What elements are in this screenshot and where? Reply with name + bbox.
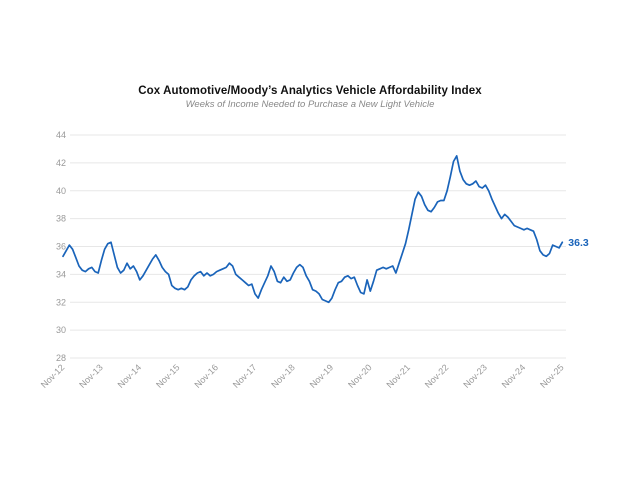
x-tick-Nov-21: Nov-21	[384, 362, 412, 390]
x-tick-Nov-22: Nov-22	[423, 362, 451, 390]
y-tick-40: 40	[56, 186, 66, 196]
x-tick-Nov-12: Nov-12	[39, 362, 67, 390]
x-axis-tick-labels: Nov-12 Nov-13 Nov-14 Nov-15 Nov-16 Nov-17 Nov-…	[39, 362, 566, 390]
x-tick-Nov-23: Nov-23	[461, 362, 489, 390]
x-tick-Nov-18: Nov-18	[269, 362, 297, 390]
chart-subtitle: Weeks of Income Needed to Purchase a New…	[185, 99, 435, 110]
horizontal-gridlines	[70, 134, 566, 359]
y-tick-42: 42	[56, 158, 66, 168]
x-tick-Nov-24: Nov-24	[500, 362, 528, 390]
x-tick-Nov-19: Nov-19	[308, 362, 336, 390]
x-tick-Nov-17: Nov-17	[231, 362, 259, 390]
y-tick-36: 36	[56, 242, 66, 252]
y-tick-28: 28	[56, 353, 66, 363]
y-tick-32: 32	[56, 297, 66, 307]
y-tick-44: 44	[56, 130, 66, 140]
chart-title: Cox Automotive/Moody’s Analytics Vehicle…	[138, 85, 482, 97]
y-tick-38: 38	[56, 214, 66, 224]
x-tick-Nov-15: Nov-15	[154, 362, 182, 390]
x-tick-Nov-13: Nov-13	[77, 362, 105, 390]
x-tick-Nov-20: Nov-20	[346, 362, 374, 390]
y-tick-34: 34	[56, 269, 66, 279]
x-tick-Nov-16: Nov-16	[192, 362, 220, 390]
y-tick-30: 30	[56, 325, 66, 335]
y-axis-tick-labels: 28 30 32 34 36 38 40 42 44	[56, 130, 66, 363]
index-series-line	[62, 155, 564, 304]
x-tick-Nov-14: Nov-14	[116, 362, 144, 390]
x-tick-Nov-25: Nov-25	[538, 362, 566, 390]
latest-value-label: 36.3	[568, 237, 589, 249]
